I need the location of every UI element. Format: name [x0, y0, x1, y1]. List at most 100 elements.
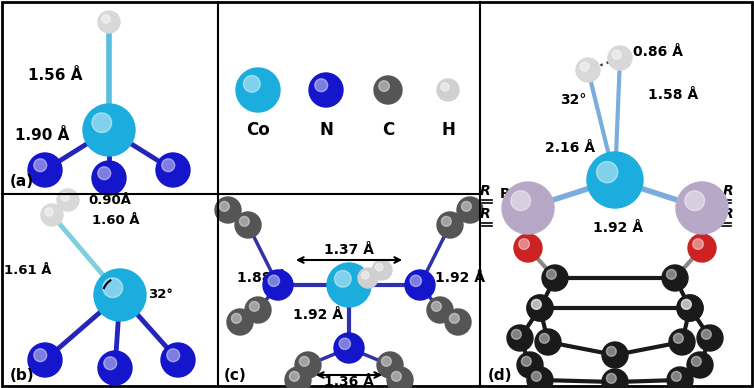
Circle shape	[103, 278, 123, 298]
Circle shape	[361, 271, 369, 279]
Circle shape	[682, 300, 691, 309]
Circle shape	[539, 333, 550, 343]
Circle shape	[427, 297, 453, 323]
Text: R: R	[723, 207, 734, 221]
Circle shape	[441, 217, 452, 226]
Circle shape	[285, 367, 311, 388]
Text: (a): (a)	[10, 175, 34, 189]
Text: 2.16 Å: 2.16 Å	[545, 141, 595, 155]
Text: 1.61 Å: 1.61 Å	[5, 263, 52, 277]
Text: R: R	[723, 184, 734, 198]
Circle shape	[445, 309, 471, 335]
Circle shape	[375, 263, 383, 271]
Circle shape	[676, 182, 728, 234]
Circle shape	[449, 314, 459, 323]
Circle shape	[314, 79, 328, 92]
Text: 1.37 Å: 1.37 Å	[324, 243, 374, 257]
Circle shape	[693, 239, 703, 249]
Circle shape	[372, 260, 392, 280]
Circle shape	[98, 11, 120, 33]
Circle shape	[387, 367, 413, 388]
Circle shape	[527, 367, 553, 388]
Circle shape	[576, 58, 600, 82]
Circle shape	[98, 167, 111, 180]
Circle shape	[673, 333, 683, 343]
Circle shape	[295, 352, 321, 378]
Circle shape	[441, 83, 449, 91]
Text: 0.90Å: 0.90Å	[88, 194, 131, 206]
Circle shape	[507, 325, 533, 351]
Circle shape	[339, 338, 351, 350]
Circle shape	[519, 239, 529, 249]
Circle shape	[382, 357, 391, 366]
Text: 1.92 Å: 1.92 Å	[435, 271, 485, 285]
Circle shape	[358, 268, 378, 288]
Text: R: R	[500, 187, 510, 201]
Circle shape	[102, 15, 110, 23]
Circle shape	[522, 357, 532, 366]
Text: 1.92 Å: 1.92 Å	[293, 308, 343, 322]
Circle shape	[61, 193, 69, 201]
Circle shape	[92, 113, 112, 133]
Circle shape	[701, 329, 711, 339]
Text: 1.92 Å: 1.92 Å	[593, 221, 643, 235]
Text: 32°: 32°	[148, 289, 173, 301]
Circle shape	[502, 182, 554, 234]
Circle shape	[532, 300, 541, 309]
Circle shape	[437, 212, 463, 238]
Circle shape	[532, 300, 541, 309]
Circle shape	[687, 352, 713, 378]
Circle shape	[596, 161, 618, 183]
Circle shape	[250, 301, 259, 311]
Circle shape	[167, 349, 179, 362]
Text: 1.90 Å: 1.90 Å	[15, 128, 69, 142]
Circle shape	[697, 325, 723, 351]
Circle shape	[263, 270, 293, 300]
Circle shape	[677, 295, 703, 321]
Circle shape	[606, 373, 616, 383]
Text: R: R	[480, 207, 490, 221]
Text: 1.88 Å: 1.88 Å	[237, 271, 287, 285]
Circle shape	[28, 153, 62, 187]
Circle shape	[667, 269, 676, 279]
Circle shape	[245, 297, 271, 323]
Circle shape	[691, 357, 701, 366]
Circle shape	[547, 269, 556, 279]
Circle shape	[309, 73, 343, 107]
Text: H: H	[441, 121, 455, 139]
Circle shape	[677, 295, 703, 321]
Circle shape	[461, 201, 471, 211]
Text: 0.86 Å: 0.86 Å	[633, 45, 683, 59]
Circle shape	[580, 62, 589, 71]
Circle shape	[57, 189, 79, 211]
Circle shape	[532, 371, 541, 381]
Circle shape	[527, 295, 553, 321]
Circle shape	[685, 191, 704, 211]
Text: Co: Co	[246, 121, 270, 139]
Circle shape	[671, 371, 682, 381]
Circle shape	[602, 342, 628, 368]
Circle shape	[511, 329, 521, 339]
Circle shape	[377, 352, 403, 378]
Circle shape	[299, 357, 309, 366]
Circle shape	[92, 161, 126, 195]
Circle shape	[28, 343, 62, 377]
Circle shape	[457, 197, 483, 223]
Text: (d): (d)	[488, 367, 513, 383]
Circle shape	[334, 333, 364, 363]
Circle shape	[374, 76, 402, 104]
Text: 32°: 32°	[559, 93, 586, 107]
Circle shape	[240, 217, 250, 226]
Circle shape	[514, 234, 542, 262]
Circle shape	[667, 367, 693, 388]
Circle shape	[162, 159, 175, 172]
Circle shape	[235, 212, 261, 238]
Circle shape	[104, 357, 117, 370]
Circle shape	[606, 346, 616, 356]
Text: C: C	[382, 121, 394, 139]
Circle shape	[405, 270, 435, 300]
Text: (c): (c)	[224, 367, 247, 383]
Circle shape	[431, 301, 441, 311]
Text: N: N	[319, 121, 333, 139]
Circle shape	[83, 104, 135, 156]
